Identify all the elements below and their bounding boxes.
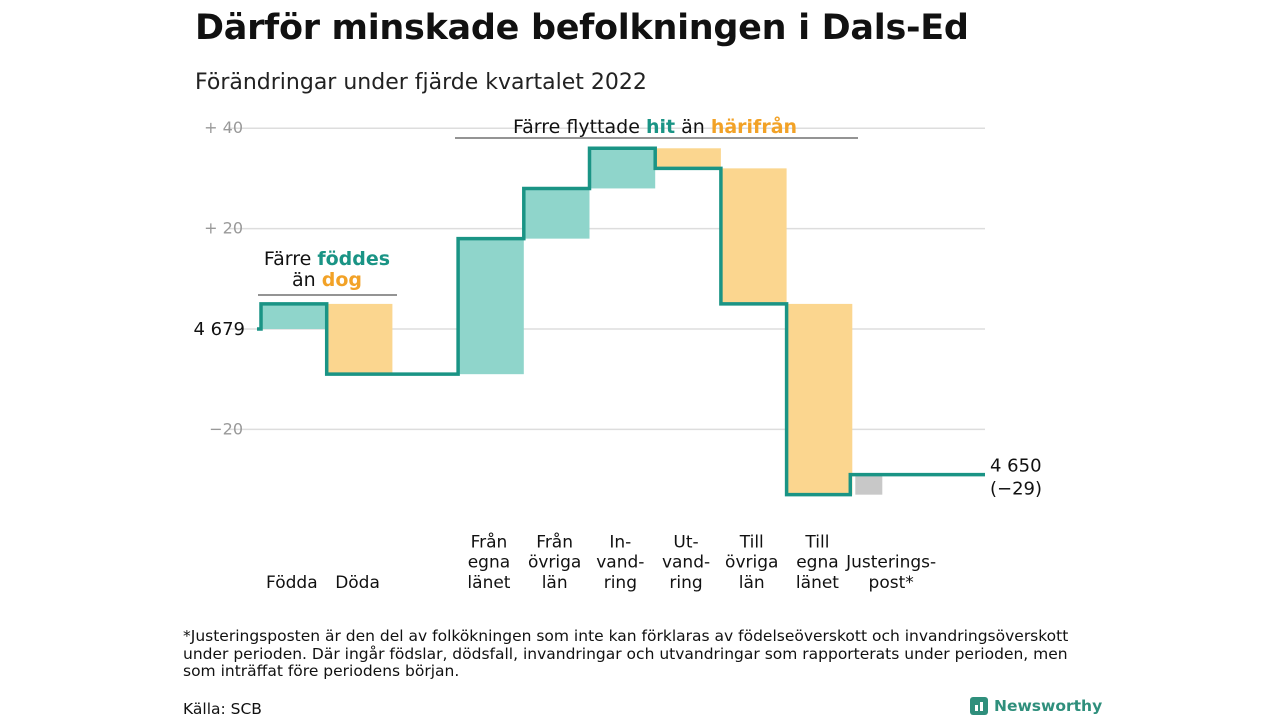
annotation-births: Färre föddes [264, 248, 390, 270]
running-total-line [257, 146, 985, 497]
x-label-fran_egna: länet [467, 573, 510, 593]
newsworthy-logo-icon [970, 697, 988, 715]
y-tick-label: + 20 [204, 219, 243, 238]
x-label-fran_ovriga: län [542, 573, 568, 593]
brand-name: Newsworthy [994, 697, 1103, 715]
x-label-till_ovriga: Till [739, 532, 764, 552]
y-tick-label: + 40 [204, 118, 243, 137]
footnote: *Justeringsposten är den del av folkökni… [183, 627, 1069, 680]
y-tick-label: −20 [209, 419, 243, 438]
x-label-till_ovriga: län [739, 573, 765, 593]
end-change-label: (−29) [990, 479, 1042, 500]
brand-logo: Newsworthy [970, 697, 1102, 715]
x-label-till_egna: Till [804, 532, 829, 552]
bar-doda [327, 303, 393, 375]
bar-fran_egna [459, 238, 524, 375]
x-label-utvandring: Ut- [673, 532, 698, 552]
bar-till_ovriga [721, 168, 787, 304]
chart-subtitle: Förändringar under fjärde kvartalet 2022 [195, 70, 647, 95]
bar-utvandring [656, 148, 721, 169]
x-label-invandring: vand- [596, 553, 644, 573]
x-label-fran_ovriga: övriga [528, 553, 581, 573]
end-value-label: 4 650 [990, 456, 1042, 477]
x-label-doda: Döda [335, 573, 380, 593]
x-label-till_egna: egna [796, 553, 838, 573]
x-label-fran_egna: Från [471, 531, 508, 552]
x-label-fran_ovriga: Från [536, 531, 573, 552]
x-label-till_ovriga: övriga [725, 553, 778, 573]
annotation-births: än dog [292, 269, 362, 291]
x-label-invandring: ring [604, 573, 637, 593]
bar-justering [855, 474, 883, 495]
chart-title: Därför minskade befolkningen i Dals-Ed [195, 8, 969, 48]
start-value-label: 4 679 [193, 319, 245, 340]
x-label-fran_egna: egna [468, 553, 510, 573]
x-label-utvandring: ring [669, 573, 702, 593]
x-label-invandring: In- [609, 532, 631, 552]
bar-invandring [590, 148, 656, 189]
x-label-till_egna: länet [796, 573, 839, 593]
x-label-justering: post* [869, 573, 914, 593]
annotation-moves: Färre flyttade hit än härifrån [513, 114, 797, 138]
bar-till_egna [787, 303, 853, 495]
x-label-fodda: Födda [266, 573, 318, 593]
bar-fodda [262, 303, 327, 329]
x-label-utvandring: vand- [662, 553, 710, 573]
x-label-justering: Justerings- [845, 553, 936, 573]
bar-fran_ovriga [524, 188, 590, 239]
source-note: Källa: SCB [183, 700, 262, 718]
